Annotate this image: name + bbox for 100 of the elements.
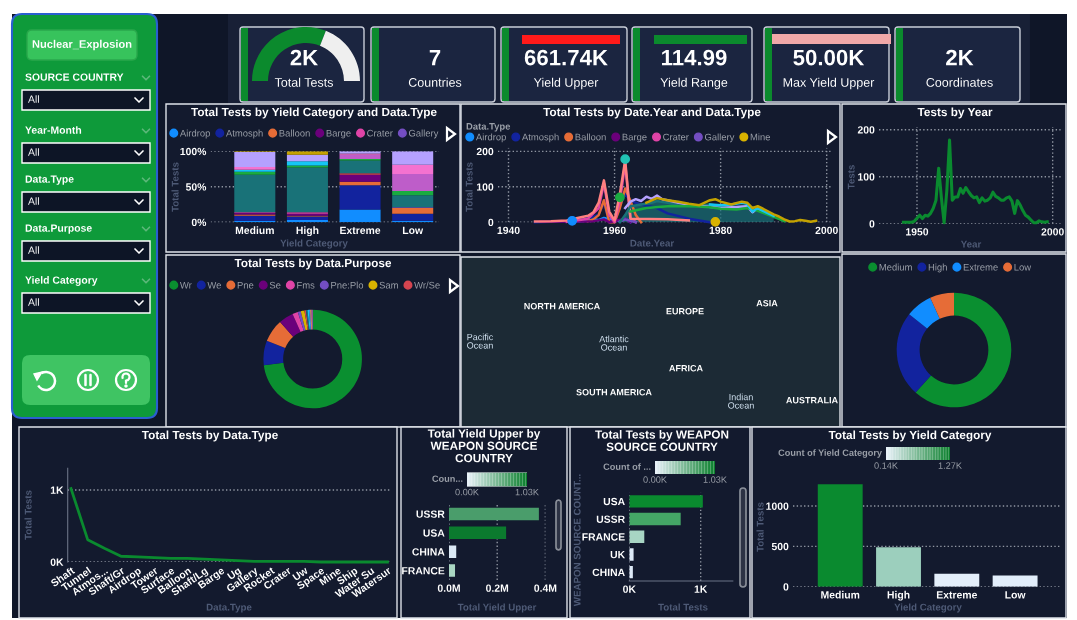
text: NORTH AMERICA: [524, 303, 600, 310]
y-tick-label: CHINA: [592, 568, 625, 577]
y-tick-label: FRANCE: [402, 567, 445, 575]
color-bar-label: 1.27K: [938, 462, 962, 469]
text: All: [28, 246, 39, 254]
y-tick-label: 0: [869, 220, 875, 228]
chart-title: Total Yield Upper by WEAPON SOURCE COUNTRY: [427, 429, 541, 463]
legend-label: Wr: [179, 281, 192, 289]
legend-label: Se: [269, 281, 281, 289]
text: 2K: [290, 49, 318, 66]
y-tick-label: FRANCE: [582, 533, 625, 541]
text: 50.00K: [793, 49, 865, 66]
y-axis-title: WEAPON SOURCE COUNT...: [573, 474, 581, 607]
x-tick-label: Medium: [821, 590, 860, 599]
text: ASIA: [756, 300, 778, 307]
legend-label: High: [928, 263, 947, 273]
legend-title: Data.Type: [466, 123, 511, 132]
text: SOUTH AMERICA: [576, 389, 652, 396]
text: Indian Ocean: [728, 393, 754, 409]
text: All: [28, 197, 39, 205]
text: 114.99: [662, 49, 727, 66]
color-bar-label: 1.03K: [515, 488, 539, 496]
legend-label: Gallery: [704, 133, 735, 143]
color-bar-label: 0.00K: [455, 488, 479, 496]
text: All: [28, 298, 39, 306]
legend-label: Balloon: [575, 133, 606, 141]
text: 661.74K: [524, 49, 608, 66]
x-tick-label: 0.0M: [437, 584, 460, 592]
category-label: Countries: [408, 77, 462, 87]
y-tick-label: 0: [783, 583, 789, 591]
y-axis-title: Total Tests: [171, 162, 179, 212]
x-tick-label: High: [296, 226, 319, 237]
x-axis-title: Yield Category: [894, 603, 962, 613]
y-tick-label: UK: [610, 551, 626, 559]
y-tick-label: 200: [857, 126, 875, 134]
x-tick-label: Low: [1005, 591, 1026, 599]
y-tick-label: 50%: [185, 183, 207, 191]
text: AFRICA: [669, 365, 703, 372]
legend-label: Low: [1014, 263, 1032, 271]
y-tick-label: 100: [477, 183, 494, 191]
category-label: Total Tests: [274, 77, 333, 87]
chart-title: Total Tests by Yield Category and Data.Type: [191, 107, 437, 119]
text: EUROPE: [666, 308, 704, 315]
y-tick-label: USSR: [596, 515, 625, 523]
text: Atlantic Ocean: [599, 335, 629, 351]
y-tick-label: USA: [423, 529, 445, 537]
x-tick-label: Extreme: [936, 591, 978, 599]
legend-label: We: [207, 281, 221, 289]
x-tick-label: Medium: [235, 226, 274, 235]
category-label: Year-Month: [25, 126, 82, 134]
text: AUSTRALIA: [786, 397, 838, 404]
x-axis-title: Data.Type: [206, 603, 252, 613]
text: 2K: [946, 49, 974, 66]
color-bar-label: 0.14K: [874, 462, 898, 469]
color-bar-title: Coun...: [432, 475, 463, 482]
x-axis-title: Year: [960, 240, 982, 248]
color-bar-label: 1.03K: [703, 476, 727, 483]
text: Nuclear_Explosion: [32, 39, 132, 51]
x-tick-label: 1950: [906, 228, 929, 236]
legend-label: Atmosph: [521, 133, 559, 143]
x-tick-label: 1960: [603, 226, 626, 235]
y-tick-label: USSR: [416, 510, 445, 518]
chart-title: Total Tests by Date.Year and Data.Type: [543, 107, 761, 119]
category-label: Data.Purpose: [25, 224, 92, 234]
x-tick-label: 0.2M: [486, 584, 509, 592]
legend-label: Gallery: [408, 129, 439, 139]
x-tick-label: 2000: [1041, 228, 1064, 236]
y-tick-label: 0: [488, 218, 494, 227]
legend-label: Pne: [237, 281, 254, 289]
y-tick-label: USA: [603, 497, 625, 506]
y-axis-title: Total Tests: [756, 502, 764, 552]
y-axis-title: Tests: [847, 165, 855, 190]
legend-label: Fms: [297, 281, 315, 289]
category-label: SOURCE COUNTRY: [25, 73, 124, 81]
text: Pacific Ocean: [467, 333, 494, 349]
x-axis-title: Total Yield Upper: [457, 603, 537, 613]
text: All: [28, 148, 39, 156]
legend-label: Pne:Plo: [331, 281, 364, 289]
x-tick-label: 1K: [694, 585, 708, 593]
category-label: Yield Category: [25, 276, 98, 286]
text: 7: [429, 49, 441, 66]
y-tick-label: 100%: [180, 147, 207, 156]
y-axis-title: Total Tests: [24, 490, 32, 540]
legend-label: Wr/Se: [414, 281, 440, 289]
legend-label: Barge: [326, 129, 351, 139]
y-tick-label: 1000: [766, 502, 789, 510]
x-tick-label: 1980: [709, 226, 732, 235]
x-axis-title: Yield Category: [280, 239, 348, 249]
x-tick-label: High: [887, 590, 910, 601]
x-tick-label: 0K: [623, 585, 636, 593]
legend-label: Airdrop: [179, 129, 210, 139]
legend-label: Extreme: [963, 263, 998, 271]
legend-label: Barge: [622, 133, 647, 143]
color-bar-title: Count of Yield Category: [778, 449, 882, 458]
chart-title: Tests by Year: [917, 107, 993, 119]
legend-label: Sam: [379, 281, 398, 289]
legend-label: Crater: [367, 129, 393, 137]
y-tick-label: CHINA: [412, 548, 445, 556]
legend-label: Atmosph: [225, 129, 263, 139]
category-label: Yield Upper: [533, 77, 599, 90]
